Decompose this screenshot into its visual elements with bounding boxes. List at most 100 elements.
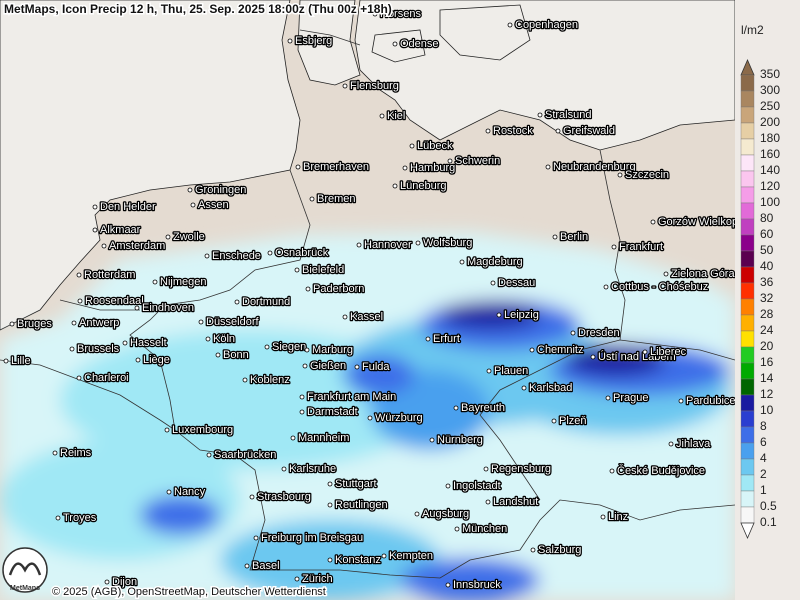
city-dot: [367, 415, 373, 421]
city-label: Zürich: [302, 573, 333, 585]
city-label: Liège: [143, 354, 170, 366]
city-dot: [409, 143, 415, 149]
city-label: Regensburg: [491, 463, 551, 475]
city-label: Stralsund: [545, 109, 591, 121]
city-dot: [663, 271, 669, 277]
city-label: České Budějovice: [617, 464, 705, 477]
city-label: Szczecin: [625, 169, 669, 181]
legend-swatch: [740, 266, 755, 284]
legend-label: 140: [760, 163, 780, 177]
city-label: Antwerp: [79, 317, 119, 329]
legend-swatch: [740, 122, 755, 140]
legend-swatch: [740, 410, 755, 428]
city-label: Gießen: [310, 360, 346, 372]
legend-swatch: [740, 74, 755, 92]
city-dot: [3, 358, 9, 364]
city-label: Salzburg: [538, 544, 581, 556]
city-dot: [485, 128, 491, 134]
city-label: Dessau: [498, 277, 535, 289]
city-label: Cottbus - Chóśebuz: [611, 281, 708, 293]
legend-swatch: [740, 250, 755, 268]
city-dot: [294, 267, 300, 273]
city-dot: [305, 286, 311, 292]
funen: [371, 29, 426, 63]
legend-label: 160: [760, 147, 780, 161]
city-label: Kiel: [387, 110, 405, 122]
city-label: Reutlingen: [335, 499, 388, 511]
city-dot: [650, 219, 656, 225]
city-label: Brussels: [77, 343, 120, 355]
city-dot: [101, 243, 107, 249]
city-dot: [617, 172, 623, 178]
legend-arrow-bottom: [740, 522, 755, 540]
city-dot: [642, 349, 648, 355]
city-label: Osnabrück: [275, 247, 329, 259]
city-label: Plauen: [494, 365, 528, 377]
city-label: Mannheim: [298, 432, 349, 444]
precipitation: [0, 232, 735, 600]
city-dot: [234, 299, 240, 305]
city-dot: [490, 280, 496, 286]
city-dot: [485, 499, 491, 505]
city-dot: [379, 113, 385, 119]
city-label: Neubrandenburg: [553, 161, 636, 173]
legend-label: 2: [760, 467, 767, 481]
city-dot: [459, 259, 465, 265]
legend-swatch: [740, 442, 755, 460]
city-label: Leipzig: [504, 309, 539, 321]
city-dot: [486, 368, 492, 374]
legend-label: 4: [760, 451, 767, 465]
city-label: Copenhagen: [515, 19, 578, 31]
city-dot: [445, 483, 451, 489]
city-dot: [253, 535, 259, 541]
city-label: Luxembourg: [172, 424, 233, 436]
legend-swatch: [740, 378, 755, 396]
legend-label: 32: [760, 291, 774, 305]
legend-label: 60: [760, 227, 774, 241]
city-label: Schwerin: [455, 155, 500, 167]
city-label: Dresden: [578, 327, 620, 339]
city-label: Magdeburg: [467, 256, 523, 268]
legend-label: 200: [760, 115, 780, 129]
city-dot: [244, 563, 250, 569]
city-label: Kassel: [350, 311, 383, 323]
legend-label: 180: [760, 131, 780, 145]
city-dot: [445, 582, 451, 588]
legend-swatch: [740, 234, 755, 252]
city-label: Ústí nad Labem: [598, 350, 676, 363]
city-dot: [264, 344, 270, 350]
city-label: Plzeň: [559, 415, 587, 427]
city-label: Eindhoven: [142, 302, 194, 314]
city-label: Saarbrücken: [214, 449, 276, 461]
city-label: Düsseldorf: [206, 316, 260, 328]
city-label: Freiburg im Breisgau: [261, 532, 363, 544]
city-label: Alkmaar: [100, 224, 141, 236]
city-label: Köln: [213, 333, 235, 345]
city-dot: [290, 435, 296, 441]
city-dot: [242, 377, 248, 383]
city-dot: [356, 242, 362, 248]
city-label: Frankfurt: [619, 241, 663, 253]
city-label: Rotterdam: [84, 269, 135, 281]
city-label: Basel: [252, 560, 280, 572]
city-dot: [537, 112, 543, 118]
city-label: Nijmegen: [160, 276, 206, 288]
city-dot: [327, 502, 333, 508]
city-label: Prague: [613, 392, 648, 404]
legend-label: 36: [760, 275, 774, 289]
attribution: © 2025 (AGB), OpenStreetMap, Deutscher W…: [52, 586, 326, 598]
logo: MetMaps: [2, 547, 48, 593]
legend-swatch: [740, 314, 755, 332]
city-label: Groningen: [195, 184, 246, 196]
city-label: Zwolle: [173, 231, 205, 243]
city-dot: [164, 427, 170, 433]
legend-label: 40: [760, 259, 774, 273]
city-dot: [603, 284, 609, 290]
city-dot: [294, 576, 300, 582]
city-dot: [76, 272, 82, 278]
legend-label: 120: [760, 179, 780, 193]
legend-swatch: [740, 458, 755, 476]
city-label: Berlin: [560, 231, 588, 243]
city-dot: [206, 452, 212, 458]
city-dot: [392, 41, 398, 47]
